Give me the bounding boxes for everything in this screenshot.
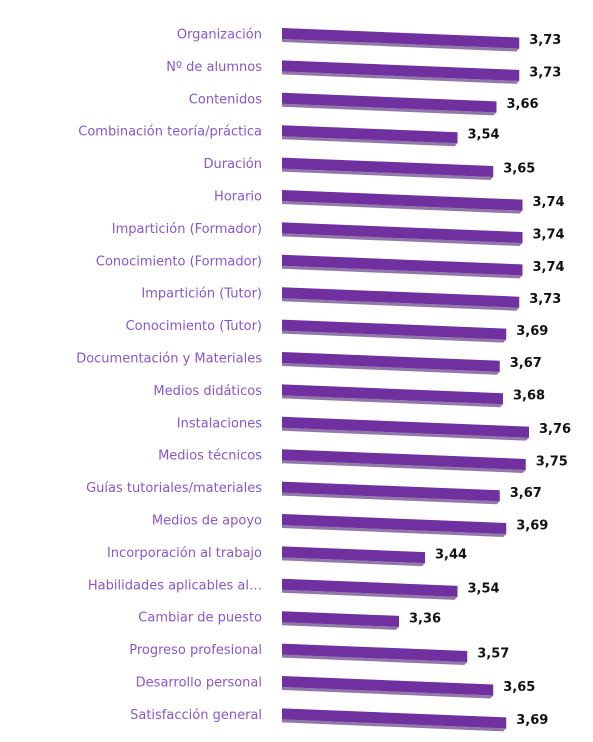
category-label: Documentación y Materiales xyxy=(76,352,262,367)
value-label: 3,68 xyxy=(513,389,545,404)
bar xyxy=(282,643,468,663)
category-label: Horario xyxy=(214,190,262,205)
value-label: 3,54 xyxy=(468,581,500,596)
category-label: Incorporación al trabajo xyxy=(107,546,262,561)
value-label: 3,65 xyxy=(503,162,535,177)
bar-shade xyxy=(282,460,526,473)
bar xyxy=(282,611,399,627)
category-label: Medios didáticos xyxy=(153,384,262,399)
bar-shade xyxy=(282,719,507,732)
bar-shade xyxy=(282,687,494,699)
category-label: Contenidos xyxy=(189,92,262,107)
category-label: Progreso profesional xyxy=(129,643,262,658)
value-label: 3,67 xyxy=(510,356,542,371)
bar xyxy=(282,287,520,308)
value-label: 3,65 xyxy=(503,680,535,695)
category-label: Duración xyxy=(203,157,262,172)
bar xyxy=(282,578,458,597)
value-label: 3,75 xyxy=(536,454,568,469)
category-label: Medios técnicos xyxy=(158,449,262,464)
category-label: Medios de apoyo xyxy=(152,514,262,529)
category-label: Habilidades aplicables al… xyxy=(88,578,262,593)
category-label: Satisfacción general xyxy=(130,708,262,723)
bar xyxy=(282,708,507,729)
bar xyxy=(282,60,520,81)
bar xyxy=(282,28,520,49)
value-label: 3,66 xyxy=(507,97,539,112)
value-label: 3,57 xyxy=(477,647,509,662)
bar xyxy=(282,676,494,696)
bar-shade xyxy=(282,654,468,666)
bar xyxy=(282,190,523,211)
value-label: 3,73 xyxy=(529,292,561,307)
bar xyxy=(282,481,500,502)
category-label: Desarrollo personal xyxy=(136,676,262,691)
value-label: 3,69 xyxy=(516,518,548,533)
bar-shade xyxy=(282,557,425,567)
bar xyxy=(282,416,529,438)
bar-shade xyxy=(282,168,494,181)
category-label: Guías tutoriales/materiales xyxy=(86,481,262,496)
bar xyxy=(282,222,523,244)
value-label: 3,69 xyxy=(516,713,548,728)
bar xyxy=(282,546,425,564)
bar-shade xyxy=(282,39,520,52)
bar xyxy=(282,384,503,405)
category-label: Organización xyxy=(177,28,262,43)
bar-shade xyxy=(282,103,497,116)
value-label: 3,73 xyxy=(529,65,561,80)
value-label: 3,74 xyxy=(533,228,565,243)
bar-shade xyxy=(282,427,529,441)
bar-shade xyxy=(282,298,520,311)
bar-shade xyxy=(282,330,507,343)
bar xyxy=(282,449,526,470)
bar-shade xyxy=(282,395,503,408)
bar-shade xyxy=(282,201,523,214)
value-label: 3,67 xyxy=(510,486,542,501)
bar xyxy=(282,157,494,178)
category-label: Nº de alumnos xyxy=(166,60,262,75)
value-label: 3,54 xyxy=(468,128,500,143)
bar-shade xyxy=(282,233,523,247)
value-label: 3,74 xyxy=(533,195,565,210)
value-label: 3,74 xyxy=(533,260,565,275)
category-label: Conocimiento (Formador) xyxy=(96,254,262,269)
bar-shade xyxy=(282,589,458,600)
bar-shade xyxy=(282,622,399,630)
category-label: Instalaciones xyxy=(177,416,262,431)
value-label: 3,76 xyxy=(539,422,571,437)
bar-shade xyxy=(282,363,500,375)
bar-shade xyxy=(282,136,458,147)
value-label: 3,44 xyxy=(435,548,467,563)
value-label: 3,73 xyxy=(529,33,561,48)
category-label: Cambiar de puesto xyxy=(138,611,262,626)
bar-shade xyxy=(282,492,500,505)
category-label: Impartición (Tutor) xyxy=(141,287,262,302)
bar xyxy=(282,319,507,340)
bar xyxy=(282,125,458,144)
value-label: 3,36 xyxy=(409,611,441,626)
value-label: 3,69 xyxy=(516,324,548,339)
bar-shade xyxy=(282,265,523,279)
bar-shade xyxy=(282,525,507,537)
category-label: Combinación teoría/práctica xyxy=(78,125,262,140)
category-label: Impartición (Formador) xyxy=(112,222,262,237)
bar xyxy=(282,352,500,372)
bar-shade xyxy=(282,71,520,84)
bar xyxy=(282,254,523,276)
bar xyxy=(282,92,497,113)
category-label: Conocimiento (Tutor) xyxy=(126,319,262,334)
bar xyxy=(282,514,507,534)
